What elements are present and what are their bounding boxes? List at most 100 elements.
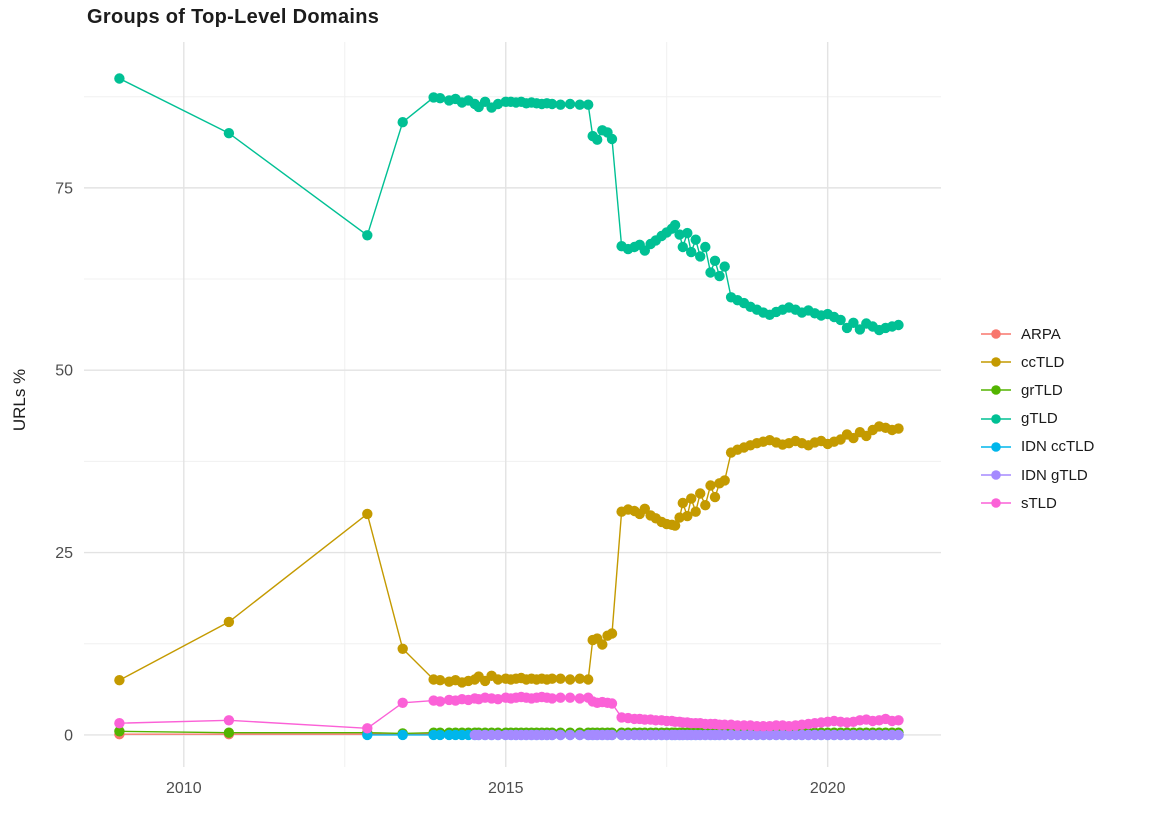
data-point-stld [606,698,618,709]
data-point-gtld [677,241,688,253]
x-tick-label: 2010 [166,780,202,797]
data-point-cctld [686,493,697,504]
data-point-idn-cctld [434,729,446,741]
data-point-gtld [695,251,706,262]
data-point-gtld [686,246,697,258]
data-point-gtld [555,99,566,110]
data-point-gtld [606,133,618,145]
legend-key-icon [981,498,1011,509]
data-point-stld [893,715,904,726]
legend-label: sTLD [1021,494,1057,512]
data-point-gtld [223,128,235,139]
legend-key-icon [981,413,1011,424]
data-point-gtld [434,93,446,104]
data-point-idn-gtld [492,729,504,741]
data-point-gtld [700,241,711,253]
data-point-idn-cctld [397,729,408,741]
data-point-idn-gtld [564,729,576,741]
legend: ARPA ccTLD grTLD gTLD IDN ccTLD IDN gTLD sTLD [980,320,1094,517]
data-point-idn-gtld [555,729,566,741]
legend-label: grTLD [1021,381,1063,399]
data-point-cctld [719,475,730,486]
legend-label: ccTLD [1021,353,1065,371]
data-point-cctld [700,500,711,511]
legend-item-cctld: ccTLD [980,348,1094,376]
y-tick-label: 25 [55,545,73,562]
data-point-cctld [682,510,693,522]
data-point-cctld [574,673,585,684]
data-point-cctld [564,674,576,685]
data-point-stld [397,697,408,708]
data-point-cctld [893,423,904,434]
data-point-stld [223,715,235,726]
data-point-gtld [709,255,721,266]
legend-key-icon [981,385,1011,396]
x-tick-label: 2015 [488,780,524,797]
data-point-idn-gtld [893,729,904,741]
data-point-idn-gtld [546,729,558,741]
data-point-stld [574,693,585,704]
chart-title: Groups of Top-Level Domains [87,6,380,28]
legend-label: gTLD [1021,410,1058,428]
data-point-gtld [564,98,576,110]
x-tick-label: 2020 [810,780,846,797]
data-point-cctld [690,506,701,517]
data-point-cctld [709,491,721,503]
data-point-gtld [893,319,904,331]
data-point-cctld [597,639,608,650]
legend-item-idn-cctld: IDN ccTLD [980,433,1094,461]
data-point-cctld [434,675,446,686]
data-point-idn-gtld [574,729,585,741]
data-point-gtld [835,314,846,326]
legend-item-idn-gtld: IDN gTLD [980,461,1094,489]
data-point-cctld [669,520,681,531]
legend-label: IDN ccTLD [1021,438,1095,456]
data-point-stld [434,696,446,707]
data-point-cctld [677,497,688,509]
data-point-stld [555,692,566,703]
data-point-stld [564,692,576,703]
data-point-gtld [669,219,681,231]
y-tick-label: 50 [55,363,73,380]
legend-key-icon [981,329,1011,339]
data-point-cctld [114,675,125,686]
legend-key-icon [981,357,1011,368]
data-point-grtld [223,727,235,738]
data-point-cctld [695,488,706,499]
y-tick-label: 0 [64,727,73,744]
legend-key-icon [981,442,1011,452]
data-point-gtld [362,230,373,241]
data-point-gtld [682,227,693,239]
legend-item-grtld: grTLD [980,376,1094,404]
data-point-gtld [114,73,125,84]
data-point-stld [362,723,373,734]
legend-key-icon [981,470,1011,480]
data-point-gtld [546,98,558,110]
data-point-cctld [674,512,685,523]
data-point-gtld [592,134,603,145]
data-point-cctld [555,673,566,684]
data-point-gtld [397,117,408,128]
y-tick-label: 75 [55,180,73,197]
data-point-gtld [674,229,685,240]
data-point-gtld [705,267,716,278]
data-point-cctld [606,628,618,639]
data-point-gtld [583,99,594,110]
legend-item-arpa: ARPA [980,320,1094,348]
legend-item-gtld: gTLD [980,405,1094,433]
data-point-stld [546,693,558,704]
data-point-cctld [362,508,373,520]
data-point-cctld [583,674,594,685]
data-point-stld [492,694,504,705]
data-point-gtld [574,99,585,110]
data-point-gtld [719,261,730,272]
legend-item-stld: sTLD [980,489,1094,517]
data-point-idn-gtld [606,729,618,741]
data-point-cctld [397,643,408,654]
data-point-cctld [223,616,235,628]
data-point-cctld [492,674,504,685]
data-point-cctld [705,480,716,491]
data-point-grtld [114,726,125,737]
legend-label: IDN gTLD [1021,466,1088,484]
